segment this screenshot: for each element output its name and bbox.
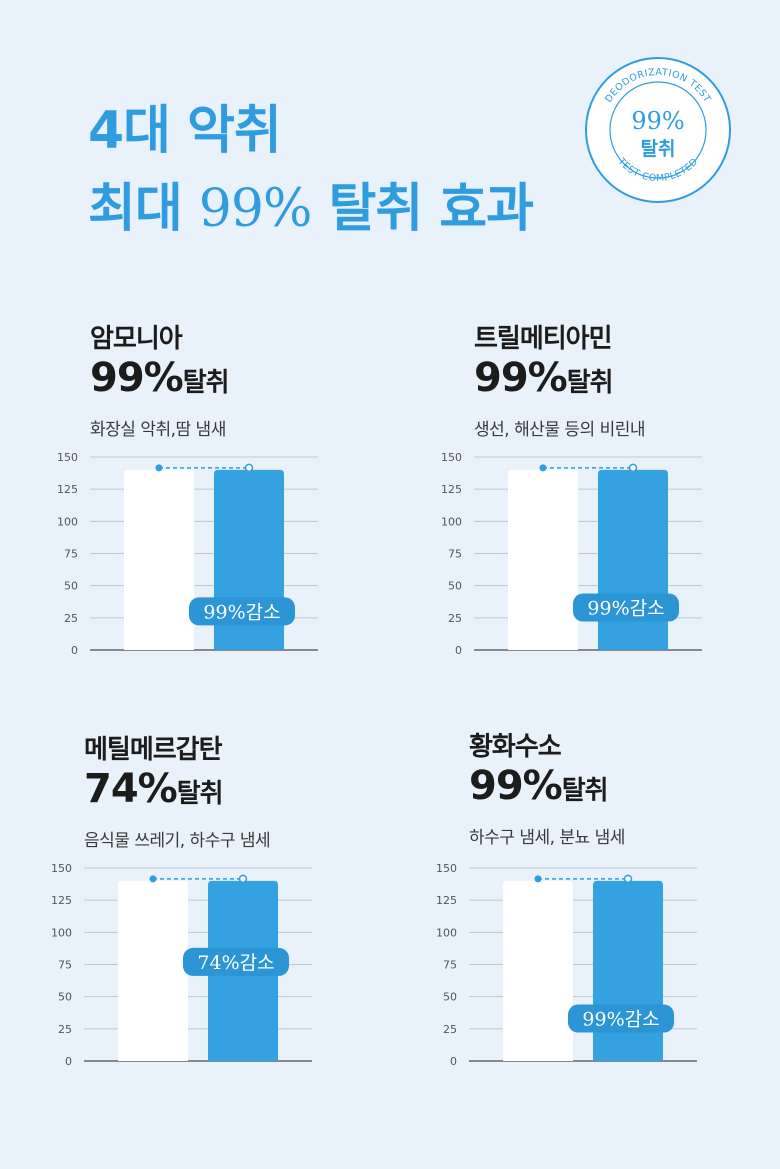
y-tick-label: 50 (443, 991, 457, 1004)
y-tick-label: 50 (58, 991, 72, 1004)
bar-after (598, 469, 668, 650)
chart-description: 하수구 냄세, 분뇨 냄세 (469, 828, 625, 848)
page-headline: 4대 악취 최대 99% 탈취 효과 (88, 92, 534, 248)
headline-prefix: 최대 (88, 179, 199, 239)
bar-chart: 0 25 50 75 100 125 150 99%감소 (57, 451, 318, 657)
y-tick-label: 0 (71, 644, 78, 657)
chart-trimethylamine: 트릴메티아민 99%탈취 생선, 해산물 등의 비린내 0 25 50 75 100 12… (441, 322, 774, 662)
chart-title: 황화수소 (469, 732, 562, 762)
y-tick-label: 150 (57, 451, 78, 464)
chart-title: 메틸메르갑탄 (84, 735, 223, 765)
y-tick-label: 0 (455, 644, 462, 657)
y-tick-label: 0 (450, 1055, 457, 1068)
bar-before (118, 880, 188, 1061)
bar-after (593, 880, 663, 1061)
reduction-label-bg (183, 947, 289, 976)
y-tick-label: 50 (448, 580, 462, 593)
chart-description: 화장실 악취,땀 냄새 (90, 420, 226, 440)
marker-after (623, 874, 633, 884)
y-tick-label: 125 (441, 483, 462, 496)
marker-after (244, 463, 254, 473)
chart-percent-suffix: 탈취 (566, 368, 614, 398)
stamp-value: 99% (631, 107, 684, 135)
y-tick-label: 75 (58, 959, 72, 972)
y-tick-label: 25 (448, 612, 462, 625)
bar-before (503, 880, 573, 1061)
y-tick-label: 75 (64, 548, 78, 561)
y-tick-label: 25 (58, 1023, 72, 1036)
y-tick-label: 125 (57, 483, 78, 496)
y-tick-label: 125 (436, 894, 457, 907)
marker-before (149, 875, 157, 883)
chart-percent: 74%탈취 (84, 767, 384, 816)
chart-percent: 99%탈취 (469, 764, 769, 813)
y-tick-label: 50 (64, 580, 78, 593)
chart-hydrogen-sulfide: 황화수소 99%탈취 하수구 냄세, 분뇨 냄세 0 25 50 75 100 125 15… (436, 730, 769, 1070)
chart-description: 음식물 쓰레기, 하수구 냄세 (84, 831, 271, 851)
reduction-label: 99%감소 (203, 601, 280, 623)
deodorization-stamp: DEODORIZATION TEST TEST COMPLETED 99% 탈취 (585, 57, 731, 203)
y-tick-label: 75 (448, 548, 462, 561)
chart-percent: 99%탈취 (474, 356, 774, 405)
chart-methyl-mercaptan: 메틸메르갑탄 74%탈취 음식물 쓰레기, 하수구 냄세 0 25 50 75 100 1… (51, 733, 384, 1073)
y-tick-label: 100 (57, 515, 78, 528)
chart-percent-suffix: 탈취 (182, 368, 230, 398)
y-tick-label: 0 (65, 1055, 72, 1068)
y-tick-label: 75 (443, 959, 457, 972)
y-tick-label: 125 (51, 894, 72, 907)
marker-after (238, 874, 248, 884)
y-tick-label: 100 (436, 926, 457, 939)
chart-description: 생선, 해산물 등의 비린내 (474, 420, 646, 440)
chart-percent-value: 99% (90, 355, 184, 401)
reduction-label: 99%감소 (587, 598, 664, 620)
y-tick-label: 100 (51, 926, 72, 939)
chart-percent: 99%탈취 (90, 356, 390, 405)
chart-percent-suffix: 탈취 (561, 776, 609, 806)
headline-number: 99% (198, 179, 313, 239)
y-tick-label: 150 (436, 862, 457, 875)
reduction-label: 99%감소 (582, 1009, 659, 1031)
reduction-label-bg (573, 593, 679, 622)
bar-chart: 0 25 50 75 100 125 150 99%감소 (441, 451, 702, 657)
bar-before (508, 469, 578, 650)
marker-before (534, 875, 542, 883)
reduction-label-bg (189, 597, 295, 626)
chart-ammonia: 암모니아 99%탈취 화장실 악취,땀 냄새 0 25 50 75 100 125 150 9… (57, 322, 390, 662)
marker-before (155, 464, 163, 472)
y-tick-label: 150 (51, 862, 72, 875)
chart-percent-value: 74% (84, 766, 178, 812)
reduction-label-bg (568, 1004, 674, 1033)
y-tick-label: 25 (64, 612, 78, 625)
bar-chart: 0 25 50 75 100 125 150 74%감소 (51, 862, 312, 1068)
bar-before (124, 469, 194, 650)
stamp-label: 탈취 (641, 138, 676, 160)
marker-before (539, 464, 547, 472)
y-tick-label: 25 (443, 1023, 457, 1036)
headline-line-1: 4대 악취 (88, 101, 282, 161)
bar-chart: 0 25 50 75 100 125 150 99%감소 (436, 862, 697, 1068)
headline-suffix: 탈취 효과 (311, 179, 533, 239)
y-tick-label: 100 (441, 515, 462, 528)
chart-percent-suffix: 탈취 (176, 779, 224, 809)
chart-title: 암모니아 (90, 324, 183, 354)
marker-after (628, 463, 638, 473)
reduction-label: 74%감소 (197, 952, 274, 974)
chart-percent-value: 99% (469, 763, 563, 809)
chart-percent-value: 99% (474, 355, 568, 401)
headline-line-2: 최대 99% 탈취 효과 (88, 170, 534, 248)
y-tick-label: 150 (441, 451, 462, 464)
chart-title: 트릴메티아민 (474, 324, 613, 354)
